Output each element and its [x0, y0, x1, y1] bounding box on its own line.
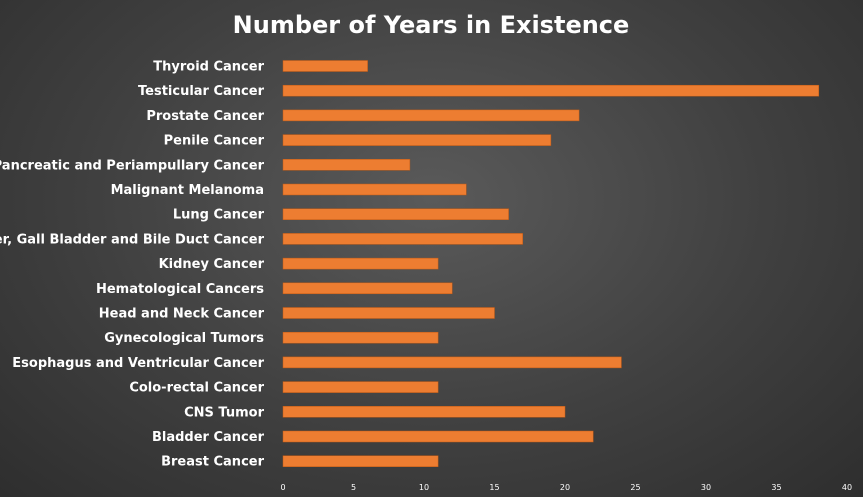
category-label: Testicular Cancer [138, 84, 265, 99]
bar [282, 208, 509, 220]
category-label: Liver, Gall Bladder and Bile Duct Cancer [0, 232, 265, 247]
category-labels: Thyroid Cancer Testicular Cancer Prostate … [0, 60, 265, 470]
x-tick-label: 15 [489, 483, 499, 492]
category-label: Breast Cancer [161, 455, 264, 470]
bar [282, 183, 467, 196]
bar [282, 109, 580, 122]
bar [282, 381, 439, 393]
bar [282, 84, 820, 97]
category-label: Hematological Cancers [96, 282, 264, 297]
bar [282, 331, 439, 344]
bar [282, 257, 439, 270]
x-tick-label: 40 [842, 483, 852, 492]
bar [282, 233, 523, 245]
bar [282, 159, 411, 171]
bar [282, 406, 566, 418]
bar [282, 134, 552, 146]
category-label: Colo-rectal Cancer [129, 381, 264, 396]
x-tick-label: 30 [701, 483, 711, 492]
category-label: Kidney Cancer [159, 257, 265, 272]
category-label: Thyroid Cancer [153, 60, 264, 75]
bar [282, 430, 594, 443]
bar [282, 307, 495, 319]
category-label: Malignant Melanoma [111, 183, 264, 198]
category-label: Prostate Cancer [146, 109, 264, 124]
x-tick-label: 5 [351, 483, 356, 492]
bar [282, 455, 439, 467]
category-label: Bladder Cancer [152, 430, 265, 445]
category-label: Gynecological Tumors [104, 331, 264, 346]
bar [282, 356, 622, 369]
chart-title: Number of Years in Existence [233, 11, 630, 39]
bar [282, 282, 453, 295]
bars [282, 60, 820, 467]
category-label: CNS Tumor [184, 405, 264, 420]
x-tick-label: 35 [771, 483, 781, 492]
x-tick-label: 0 [280, 483, 285, 492]
x-tick-label: 25 [630, 483, 640, 492]
bar [282, 60, 368, 72]
category-label: Lung Cancer [173, 208, 265, 223]
category-label: Head and Neck Cancer [99, 307, 265, 322]
x-tick-label: 10 [419, 483, 429, 492]
category-label: Esophagus and Ventricular Cancer [12, 356, 264, 371]
category-label: Pancreatic and Periampullary Cancer [0, 158, 265, 173]
x-axis-tick-labels: 0 5 10 15 20 25 30 35 40 [280, 483, 852, 492]
category-label: Penile Cancer [164, 134, 265, 149]
x-tick-label: 20 [560, 483, 570, 492]
